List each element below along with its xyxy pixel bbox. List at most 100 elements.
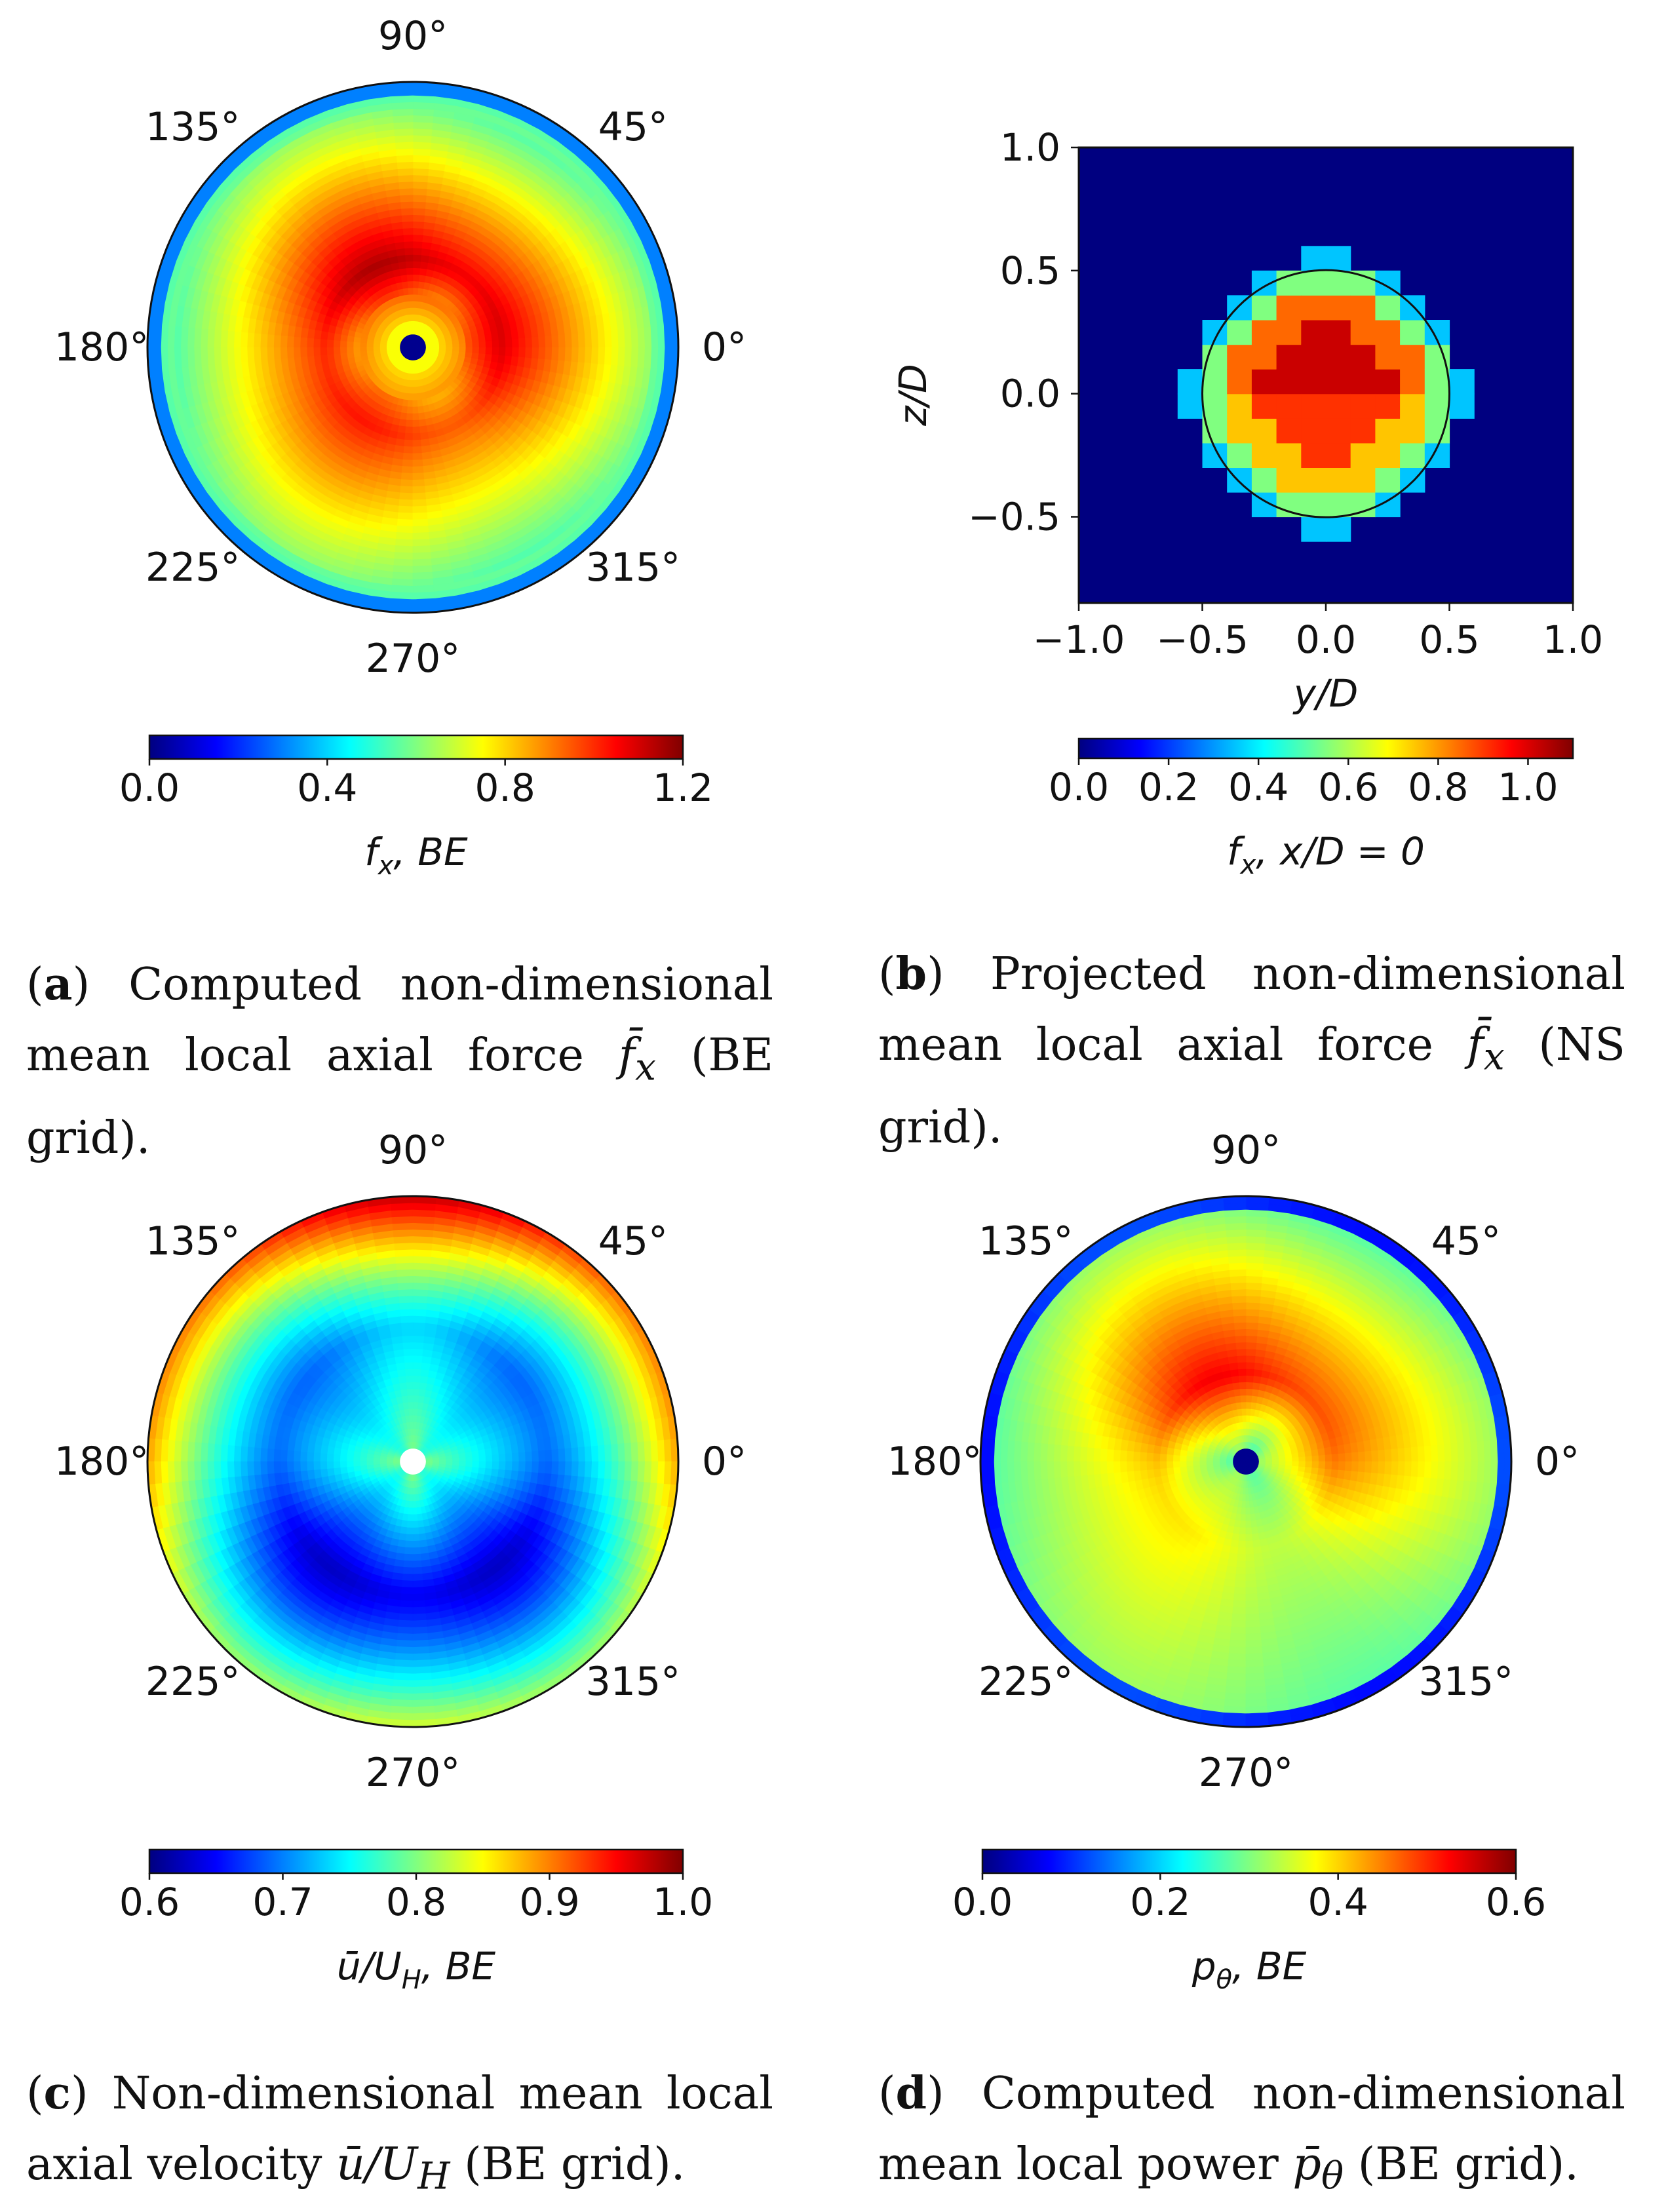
a-polar-cell: [420, 262, 428, 269]
b-heatmap-cell: [1375, 443, 1400, 468]
a-polar-cell: [499, 340, 506, 347]
c-polar-cell: [413, 1574, 423, 1581]
c-polar-cell: [413, 1289, 428, 1296]
b-heatmap-cell: [1301, 443, 1326, 468]
c-polar-cell: [492, 1462, 499, 1469]
a-polar-cell: [417, 288, 423, 295]
a-polar-cell: [360, 343, 366, 347]
b-heatmap-cell: [1326, 394, 1351, 419]
c-polar-cell: [353, 1451, 360, 1457]
a-polar-cell: [393, 566, 413, 573]
c-polar-cell: [287, 1450, 294, 1462]
a-polar-cell: [397, 168, 413, 176]
c-polar-cell: [410, 1488, 413, 1494]
b-colorbar-tick-label: 0.6: [1318, 765, 1378, 809]
a-polar-cell: [413, 307, 416, 314]
a-polar-cell: [413, 592, 435, 600]
a-polar-cell: [413, 440, 421, 447]
c-polar-cell: [433, 1462, 439, 1464]
c-polar-cell: [413, 1296, 427, 1303]
a-polar-cell: [598, 347, 605, 364]
a-polar-cell: [401, 215, 413, 222]
b-heatmap-cell: [1277, 295, 1302, 320]
c-polar-cell: [397, 1283, 413, 1290]
a-polar-cell: [411, 367, 414, 374]
a-polar-cell: [300, 347, 307, 357]
c-polar-cell: [446, 1462, 452, 1465]
b-xlabel: y/D: [1292, 671, 1359, 716]
a-polar-cell: [214, 347, 221, 365]
a-angle-label: 225°: [145, 545, 241, 591]
a-polar-cell: [260, 334, 267, 347]
c-polar-cell: [419, 1389, 426, 1396]
a-polar-cell: [418, 281, 425, 288]
c-polar-cell: [473, 1456, 480, 1462]
c-polar-cell: [413, 1561, 422, 1568]
a-polar-cell: [408, 400, 413, 407]
a-polar-cell: [413, 281, 419, 288]
b-heatmap-cell: [1351, 369, 1376, 394]
c-polar-cell: [410, 1494, 413, 1501]
a-polar-cell: [413, 572, 433, 580]
a-polar-cell: [459, 351, 466, 357]
a-polar-cell: [334, 334, 341, 341]
a-polar-cell: [558, 347, 566, 360]
c-polar-cell: [492, 1469, 499, 1477]
a-polar-cell: [413, 241, 422, 248]
c-polar-cell: [407, 1521, 413, 1528]
a-polar-cell: [512, 347, 519, 357]
b-heatmap-cell: [1326, 467, 1351, 492]
a-polar-cell: [473, 347, 480, 353]
b-heatmap-cell: [1375, 369, 1400, 394]
c-polar-cell: [571, 1447, 579, 1462]
a-polar-cell: [260, 347, 267, 360]
b-heatmap-cell: [1277, 394, 1302, 419]
c-polar-cell: [459, 1465, 466, 1471]
a-polar-cell: [413, 115, 433, 123]
a-polar-cell: [413, 566, 433, 573]
a-polar-cell: [353, 337, 360, 343]
a-polar-cell: [406, 261, 414, 268]
a-polar-cell: [413, 467, 424, 474]
b-xtick-label: 0.0: [1296, 617, 1356, 662]
b-heatmap-cell: [1301, 467, 1326, 492]
a-polar-cell: [413, 598, 435, 606]
a-polar-cell: [417, 294, 422, 301]
b-heatmap-cell: [1351, 443, 1376, 468]
a-polar-cell: [402, 228, 413, 235]
c-polar-cell: [400, 1607, 413, 1614]
b-colorbar-tick-label: 0.2: [1138, 765, 1199, 809]
b-heatmap-cell: [1252, 467, 1277, 492]
c-polar-cell: [326, 1462, 334, 1469]
a-polar-cell: [565, 347, 572, 361]
c-polar-cell: [404, 1362, 413, 1369]
b-heatmap-cell: [1400, 394, 1425, 419]
c-polar-cell: [401, 1521, 408, 1528]
b-heatmap-cell: [1252, 320, 1277, 345]
a-polar-cell: [401, 406, 408, 414]
c-polar-cell: [404, 1507, 409, 1515]
c-polar-cell: [545, 1462, 552, 1474]
a-polar-cell: [220, 347, 227, 364]
a-polar-cell: [408, 288, 413, 294]
a-polar-cell: [326, 340, 334, 348]
c-polar-cell: [353, 1462, 360, 1467]
b-heatmap-cell: [1178, 369, 1203, 394]
a-polar-cell: [413, 148, 431, 155]
a-polar-cell: [413, 553, 431, 560]
c-polar-cell: [407, 1395, 413, 1402]
b-heatmap-cell: [1301, 369, 1326, 394]
b-colorbar-tick-label: 0.8: [1408, 765, 1468, 809]
c-polar-cell: [400, 1601, 413, 1608]
b-ylabel: z/D: [891, 364, 935, 427]
b-xtick-label: −1.0: [1033, 617, 1125, 662]
a-polar-cell: [353, 342, 360, 347]
c-polar-cell: [466, 1462, 473, 1467]
b-heatmap-cell: [1203, 369, 1228, 394]
b-heatmap-cell: [1227, 320, 1252, 345]
a-polar-cell: [410, 374, 413, 380]
b-heatmap-cell: [1351, 394, 1376, 419]
